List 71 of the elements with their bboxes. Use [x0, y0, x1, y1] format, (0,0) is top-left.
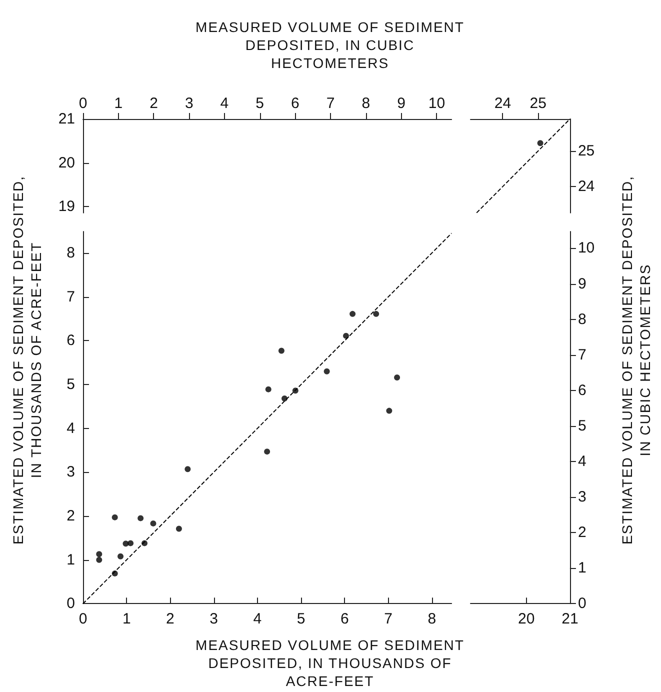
- x-tick-label: 7: [384, 611, 392, 628]
- point: [176, 526, 182, 532]
- y2-tick-label: 8: [578, 311, 586, 328]
- x-tick-label: 21: [562, 611, 578, 628]
- y2-tick-label: 7: [578, 346, 586, 364]
- point: [184, 466, 191, 472]
- point: [350, 311, 356, 318]
- y-tick-label: 8: [66, 244, 75, 262]
- x2-tick-label: 1: [114, 95, 123, 112]
- point: [150, 520, 156, 527]
- y2-tick-label: 4: [578, 453, 586, 470]
- x-tick-label: 20: [518, 611, 535, 628]
- x2-tick-label: 0: [78, 95, 88, 112]
- x2-tick-label: 2: [150, 95, 158, 112]
- y-tick-label: 5: [66, 376, 75, 394]
- x-tick-label: 3: [210, 611, 218, 628]
- x2-axis-title: MEASURED VOLUME OF SEDIMENT DEPOSITED, IN CUBIC HECTOMETERS: [194, 18, 466, 72]
- point: [118, 554, 124, 560]
- x-tick-label: 2: [166, 611, 174, 628]
- y2-tick-label: 2: [578, 524, 586, 542]
- x-tick-label: 1: [122, 611, 131, 628]
- x-tick-label: 5: [296, 611, 306, 628]
- x2-tick-label: 8: [362, 95, 370, 112]
- point: [112, 514, 118, 521]
- point: [373, 311, 380, 318]
- y-tick-label: 19: [58, 198, 75, 216]
- y-tick-label: 4: [66, 420, 75, 438]
- x-tick-label: 6: [340, 611, 349, 628]
- point: [278, 348, 284, 354]
- point: [96, 551, 102, 558]
- y2-tick-label: 3: [578, 488, 586, 506]
- y-tick-label: 20: [58, 154, 75, 172]
- x2-tick-label: 4: [220, 95, 229, 112]
- y2-tick-label: 6: [578, 382, 586, 400]
- y-tick-label: 2: [66, 508, 75, 525]
- y-axis-title: ESTIMATED VOLUME OF SEDIMENT DEPOSITED, IN THOUSANDS OF ACRE-FEET: [9, 174, 45, 547]
- point: [264, 448, 270, 455]
- x-axis-title: MEASURED VOLUME OF SEDIMENT DEPOSITED, IN THOUSANDS OF ACRE-FEET: [194, 636, 466, 690]
- y-tick-label: 3: [66, 464, 75, 481]
- y2-tick-label: 24: [578, 178, 595, 196]
- x2-tick-label: 24: [494, 95, 512, 112]
- y-tick-label: 6: [66, 332, 75, 350]
- point: [138, 516, 144, 522]
- point: [386, 408, 392, 414]
- y2-tick-label: 0: [578, 596, 586, 612]
- y-tick-label: 1: [66, 552, 75, 569]
- y-tick-label: 0: [66, 596, 75, 612]
- x2-tick-label: 5: [256, 95, 264, 112]
- x2-tick-label: 6: [291, 95, 300, 112]
- point: [324, 368, 330, 375]
- x-tick-label: 4: [253, 611, 262, 628]
- point: [265, 386, 272, 393]
- x2-tick-label: 3: [184, 95, 194, 112]
- y2-tick-label: 9: [578, 276, 586, 293]
- x2-tick-label: 10: [428, 95, 446, 112]
- y-tick-label: 7: [66, 288, 75, 306]
- point: [394, 374, 400, 381]
- y2-tick-label: 1: [578, 560, 586, 577]
- x2-tick-label: 9: [397, 95, 406, 112]
- y-tick-label: 21: [58, 110, 75, 128]
- point: [343, 333, 350, 340]
- point: [96, 557, 102, 564]
- point: [128, 540, 134, 546]
- y2-tick-label: 10: [578, 240, 595, 258]
- y2-axis-title: ESTIMATED VOLUME OF SEDIMENT DEPOSITED, IN CUBIC HECTOMETERS: [618, 174, 654, 547]
- y2-tick-label: 25: [578, 142, 595, 160]
- x2-tick-label: 7: [326, 95, 335, 112]
- x-tick-label: 8: [428, 611, 436, 628]
- x2-tick-label: 25: [530, 95, 546, 112]
- y2-tick-label: 5: [578, 418, 586, 435]
- x-tick-label: 0: [78, 611, 88, 628]
